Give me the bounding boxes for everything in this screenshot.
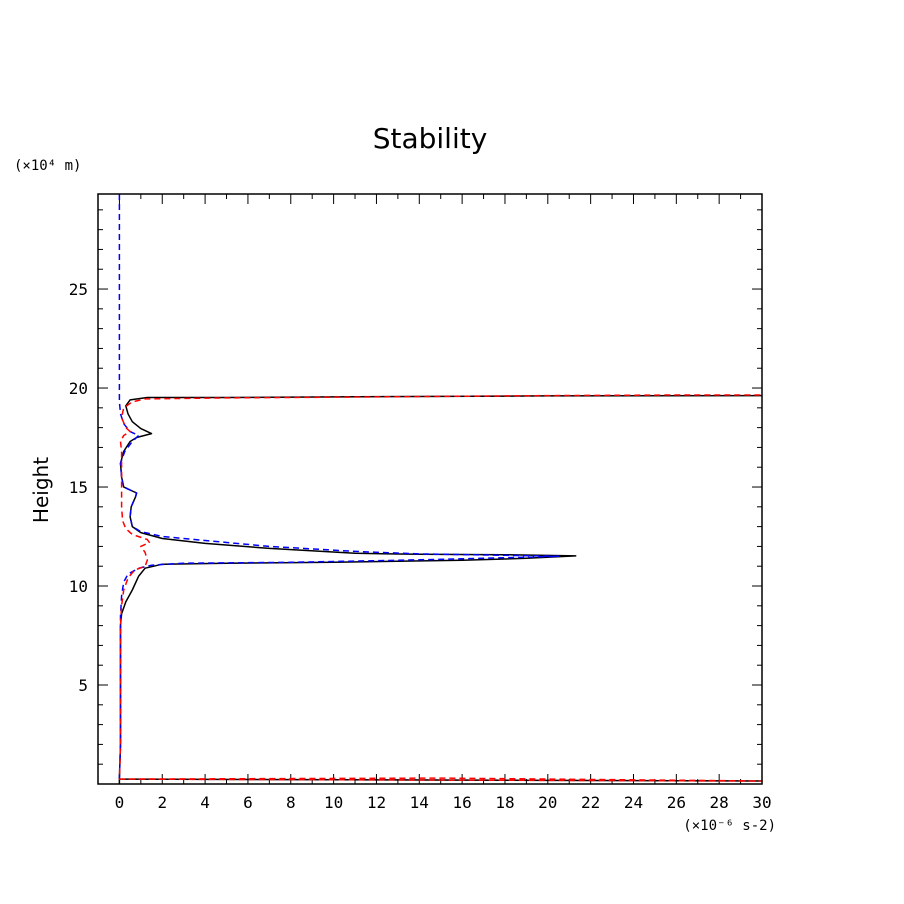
x-tick-label: 0	[115, 793, 125, 812]
y-axis-label: Height	[29, 457, 53, 523]
x-tick-label: 26	[667, 793, 686, 812]
x-tick-label: 14	[410, 793, 429, 812]
x-tick-label: 24	[624, 793, 643, 812]
x-tick-label: 28	[710, 793, 729, 812]
x-tick-label: 2	[157, 793, 167, 812]
x-tick-label: 4	[200, 793, 210, 812]
y-tick-label: 5	[78, 676, 88, 695]
x-tick-label: 6	[243, 793, 253, 812]
x-unit-label: (×10⁻⁶ s-2)	[683, 818, 776, 834]
x-tick-label: 22	[581, 793, 600, 812]
chart-title: Stability	[373, 122, 488, 155]
series-line-3	[118, 394, 763, 782]
x-tick-label: 16	[452, 793, 471, 812]
plot-frame	[97, 193, 763, 785]
x-tick-label: 10	[324, 793, 343, 812]
y-tick-label: 15	[69, 478, 88, 497]
y-tick-label: 20	[69, 379, 88, 398]
x-tick-label: 30	[752, 793, 771, 812]
y-tick-label: 25	[69, 280, 88, 299]
x-tick-label: 18	[495, 793, 514, 812]
x-tick-label: 12	[367, 793, 386, 812]
x-tick-label: 20	[538, 793, 557, 812]
y-tick-label: 10	[69, 577, 88, 596]
series-layer	[118, 194, 763, 784]
y-unit-label: (×10⁴ m)	[14, 158, 81, 174]
x-tick-label: 8	[286, 793, 296, 812]
